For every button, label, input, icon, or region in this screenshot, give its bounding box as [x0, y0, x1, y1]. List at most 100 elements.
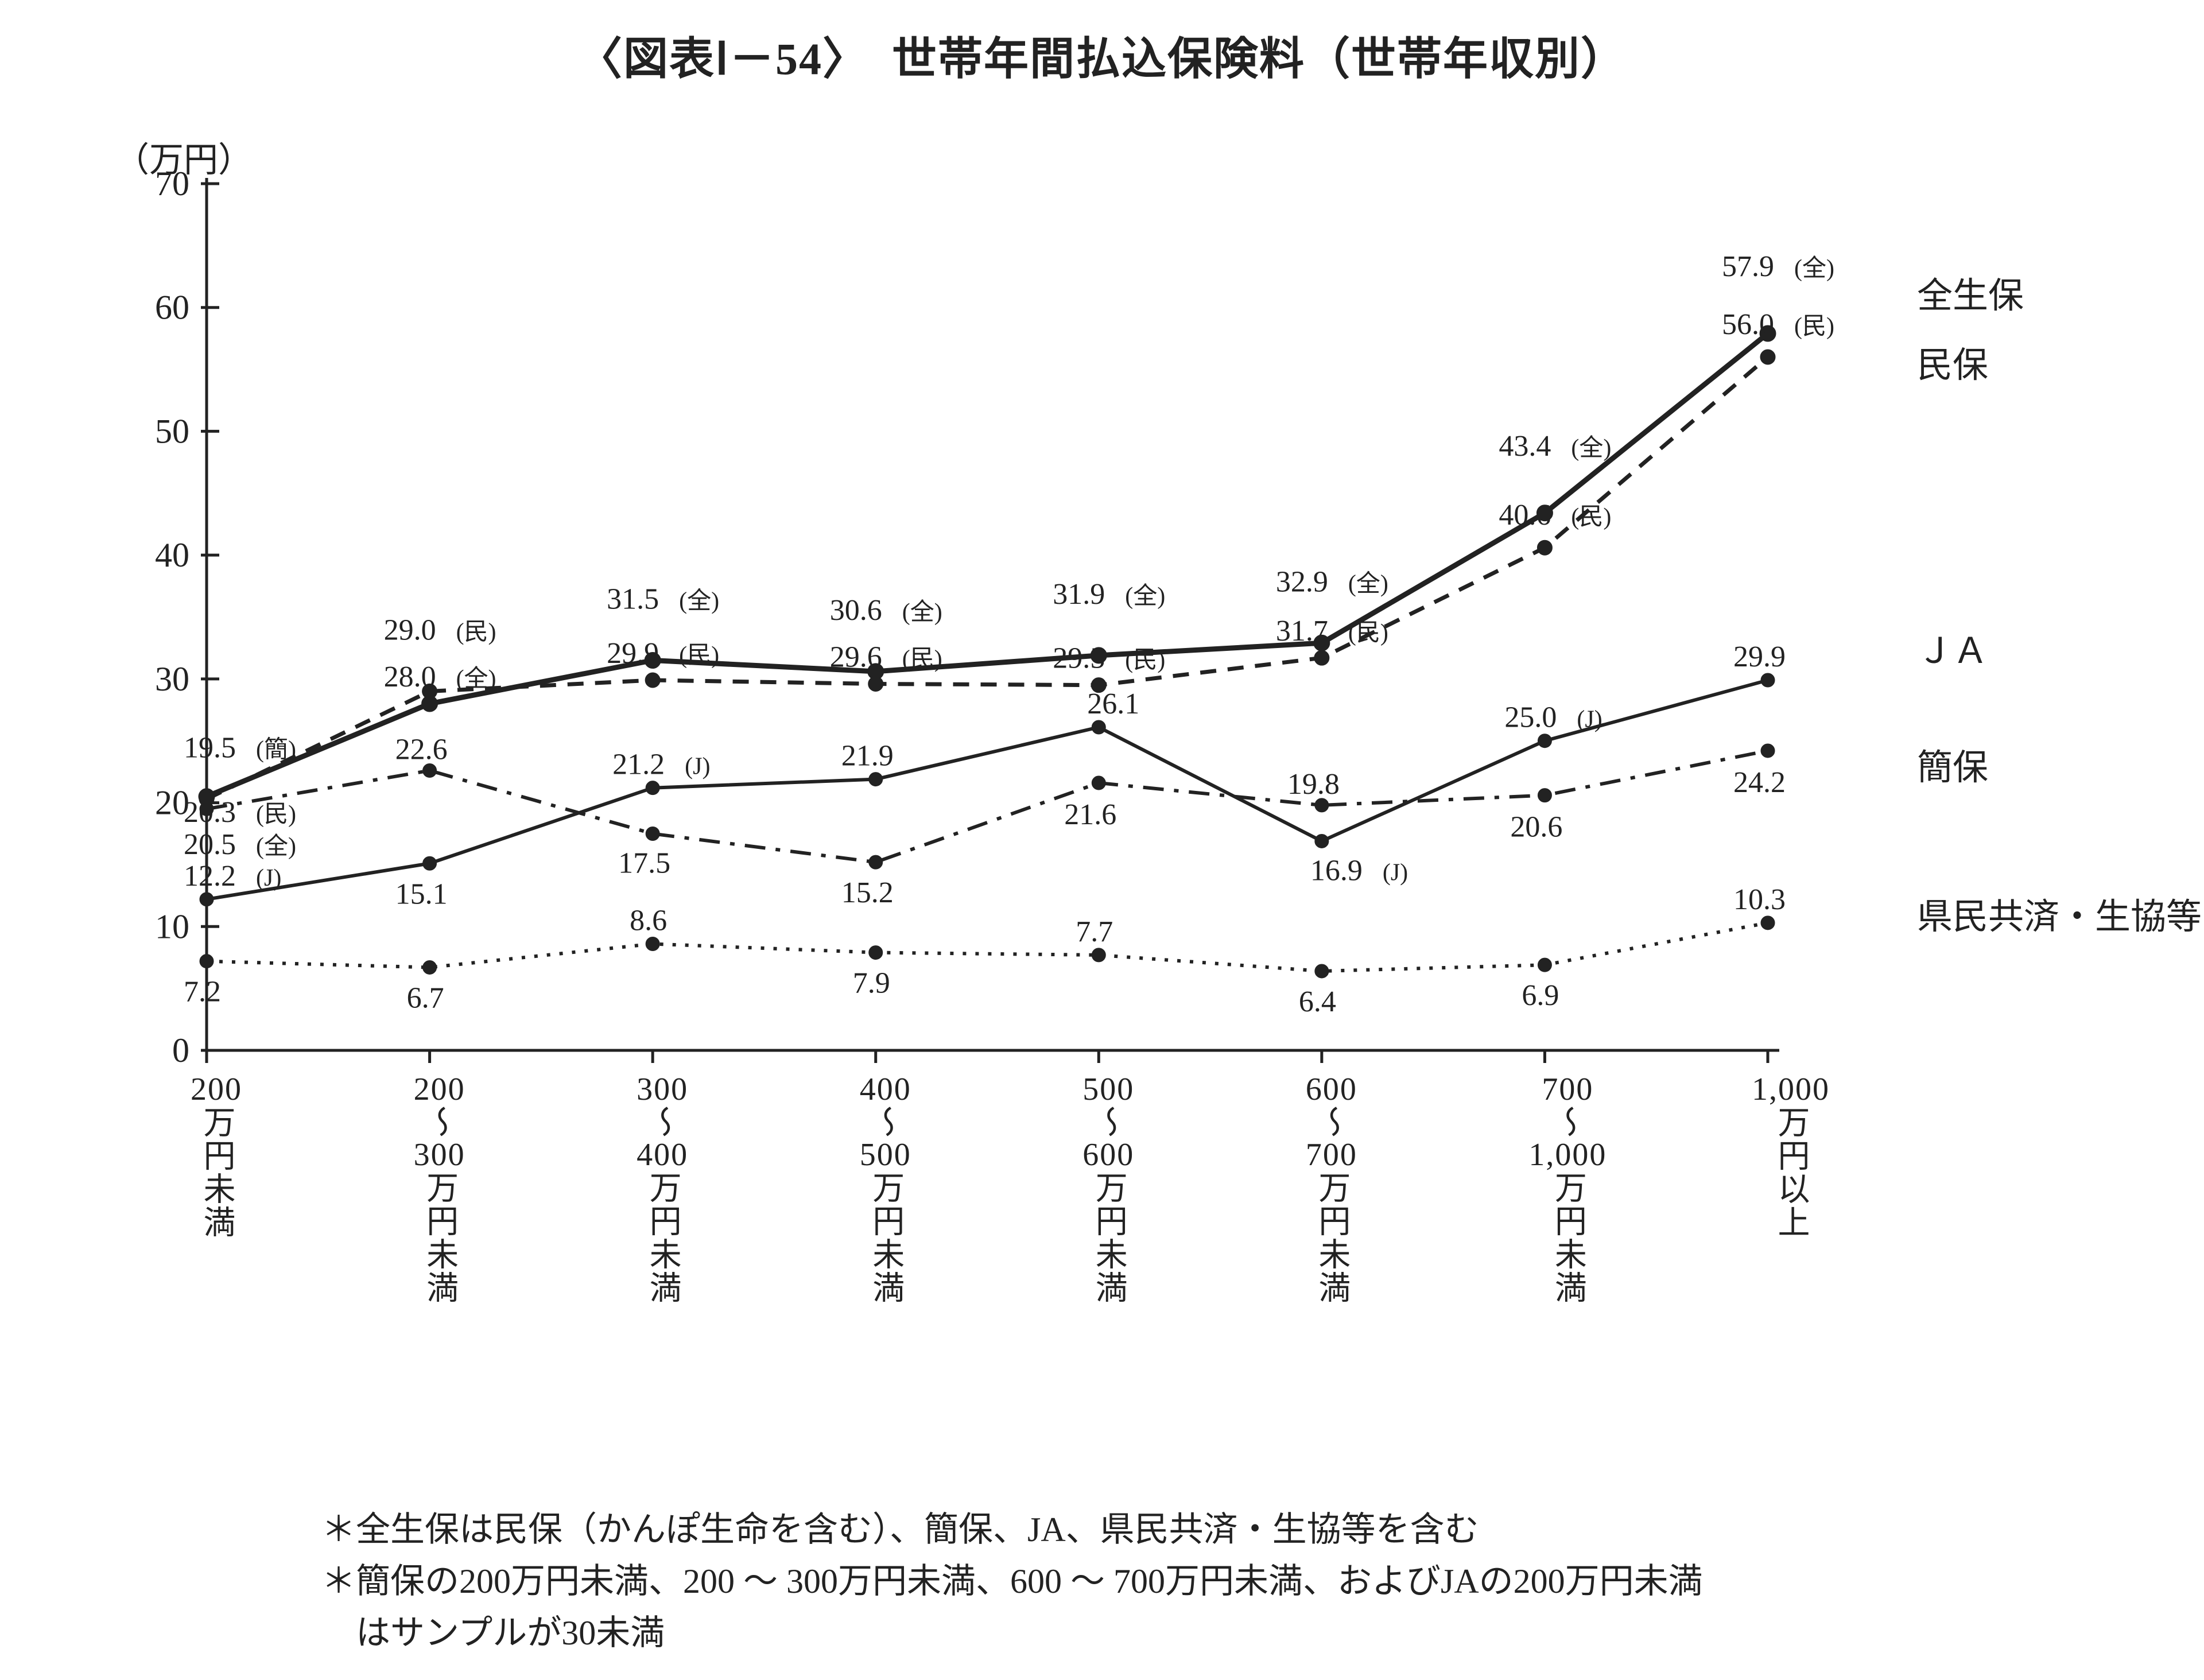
data-label: 6.7	[407, 981, 444, 1014]
series-name-kanpo: 簡保	[1917, 748, 1988, 787]
series-marker-kenmin	[646, 937, 659, 950]
data-label: 57.9	[1722, 250, 1774, 283]
data-label-anno: (全)	[902, 599, 942, 626]
data-label-anno: (民)	[1794, 313, 1834, 340]
svg-text:0: 0	[172, 1031, 189, 1069]
footnote-2: ＊簡保の200万円未満、200 〜 300万円未満、600 〜 700万円未満、…	[321, 1555, 1703, 1607]
data-label: 43.4	[1499, 430, 1551, 463]
data-label: 40.6	[1499, 499, 1551, 531]
data-label: 31.7	[1276, 615, 1328, 647]
x-axis-label: 200〜300万円未満	[414, 1073, 465, 1304]
x-axis-label: 600〜700万円未満	[1306, 1073, 1357, 1304]
data-label: 8.6	[630, 904, 667, 937]
data-label-anno: (民)	[902, 646, 942, 672]
data-label: 29.5	[1053, 642, 1105, 675]
series-marker-kenmin	[1761, 916, 1775, 930]
data-label-anno: (全)	[1794, 255, 1834, 282]
x-axis-label: 500〜600万円未満	[1082, 1073, 1134, 1304]
series-marker-kanpo	[1538, 789, 1551, 802]
data-label: 15.1	[395, 878, 448, 910]
series-marker-ja	[423, 856, 437, 870]
svg-text:60: 60	[155, 289, 189, 327]
data-label: 16.9	[1310, 854, 1363, 887]
series-marker-kenmin	[1092, 948, 1105, 962]
x-axis-label: 400〜500万円未満	[860, 1073, 911, 1304]
series-marker-ja	[1315, 834, 1329, 848]
data-label-anno: (J)	[1383, 859, 1408, 886]
footnotes: ＊全生保は民保（かんぽ生命を含む）、簡保、JA、県民共済・生協等を含む ＊簡保の…	[321, 1504, 1703, 1659]
series-marker-kenmin	[1315, 964, 1329, 978]
data-label: 24.2	[1733, 766, 1786, 799]
data-label: 21.9	[841, 740, 894, 773]
data-label: 29.0	[384, 614, 436, 646]
series-marker-min	[1760, 350, 1775, 364]
series-marker-kanpo	[646, 827, 659, 841]
data-label: 26.1	[1087, 688, 1139, 720]
data-label-anno: (民)	[456, 619, 496, 645]
data-label: 6.4	[1299, 986, 1336, 1018]
series-marker-ja	[869, 773, 883, 786]
footnote-3: はサンプルが30未満	[321, 1607, 1703, 1659]
series-marker-min	[645, 673, 660, 688]
series-marker-kanpo	[1092, 776, 1105, 790]
footnote-1: ＊全生保は民保（かんぽ生命を含む）、簡保、JA、県民共済・生協等を含む	[321, 1504, 1703, 1555]
svg-text:50: 50	[155, 412, 189, 450]
data-label: 15.2	[841, 876, 894, 909]
series-marker-kanpo	[1761, 744, 1775, 758]
data-label: 29.9	[607, 637, 659, 670]
data-label: 22.6	[395, 733, 448, 766]
svg-text:70: 70	[155, 165, 189, 203]
chart-page: 〈図表Ⅰ－54〉 世帯年間払込保険料（世帯年収別） （万円） 010203040…	[0, 0, 2204, 1680]
series-name-zen: 全生保	[1917, 277, 2024, 316]
data-label-anno: (民)	[1571, 504, 1611, 530]
series-name-ja: ＪＡ	[1917, 632, 1988, 671]
data-label-anno: (全)	[1571, 434, 1611, 461]
data-label: 20.6	[1510, 811, 1562, 844]
data-label-anno: (J)	[256, 865, 281, 891]
series-marker-min	[1537, 540, 1552, 555]
data-label: 25.0	[1504, 701, 1557, 734]
series-marker-min	[1314, 650, 1329, 665]
data-label-anno: (全)	[1125, 583, 1165, 610]
series-marker-kenmin	[200, 955, 214, 968]
data-label-anno: (民)	[679, 642, 719, 669]
data-label: 19.5	[184, 731, 236, 764]
data-label-anno: (民)	[1348, 620, 1388, 646]
data-label: 6.9	[1522, 979, 1559, 1012]
series-line-kenmin	[207, 923, 1768, 971]
series-marker-ja	[200, 893, 214, 906]
data-label: 29.9	[1733, 641, 1786, 673]
data-label: 31.9	[1053, 578, 1105, 611]
data-label: 31.5	[607, 583, 659, 616]
series-name-min: 民保	[1917, 346, 1988, 385]
series-marker-min	[422, 684, 437, 699]
data-label: 21.2	[612, 748, 665, 781]
data-label: 29.6	[830, 641, 882, 673]
series-marker-kanpo	[200, 802, 214, 816]
data-label: 20.5	[184, 828, 236, 861]
data-label: 21.6	[1064, 798, 1116, 831]
series-marker-min	[868, 676, 883, 691]
data-label-anno: (J)	[685, 754, 710, 780]
series-marker-ja	[1538, 734, 1551, 748]
data-label-anno: (全)	[1348, 570, 1388, 597]
data-label-anno: (全)	[256, 833, 296, 860]
data-label-anno: (民)	[1125, 647, 1165, 674]
x-axis-label: 1,000万円以上	[1752, 1073, 1830, 1239]
data-label-anno: (全)	[679, 588, 719, 615]
svg-text:30: 30	[155, 660, 189, 698]
series-marker-kenmin	[869, 946, 883, 960]
data-label: 32.9	[1276, 565, 1328, 598]
data-label: 10.3	[1733, 883, 1786, 916]
svg-text:10: 10	[155, 907, 189, 945]
data-label: 12.2	[184, 860, 236, 893]
series-marker-ja	[1761, 673, 1775, 687]
svg-text:40: 40	[155, 536, 189, 574]
data-label-anno: (民)	[256, 801, 296, 828]
chart-svg: 01020304050607020.5(全)28.0(全)31.5(全)30.6…	[0, 0, 2204, 1680]
data-label: 7.2	[184, 976, 221, 1008]
series-marker-ja	[1092, 720, 1105, 734]
series-name-kenmin: 県民共済・生協等	[1917, 898, 2202, 937]
series-marker-ja	[646, 781, 659, 795]
x-axis-label: 200万円未満	[191, 1073, 242, 1239]
